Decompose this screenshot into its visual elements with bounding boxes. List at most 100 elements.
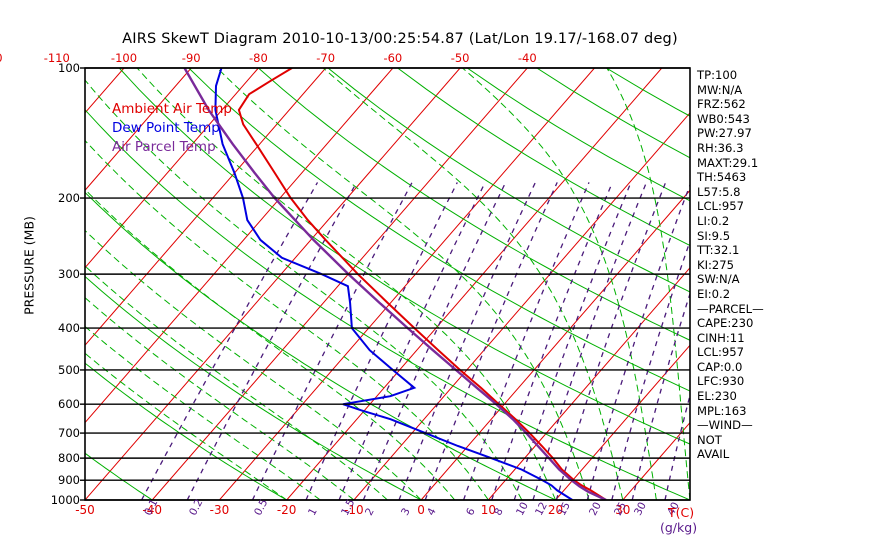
bottom-temp-tick-label: 10 [480, 503, 496, 517]
panel-line: —WIND— [697, 418, 753, 433]
chart-title: AIRS SkewT Diagram 2010-10-13/00:25:54.8… [122, 31, 678, 47]
bottom-temp-tick-label: 20 [547, 503, 564, 517]
panel-line: CINH:11 [697, 330, 745, 345]
pressure-tick-label: 300 [58, 267, 80, 282]
isotherm-line [353, 112, 690, 500]
legend-item-dew-point-temp: Dew Point Temp [112, 120, 220, 136]
moist-adiabat-line [85, 79, 523, 500]
mixing-ratio-line [462, 182, 590, 500]
top-temp-tick-label: -100 [110, 51, 138, 65]
pressure-tick-label: 700 [58, 426, 80, 441]
isotherm-line [219, 68, 595, 500]
mixing-ratio-line [555, 182, 667, 500]
moist-adiabat-line [85, 139, 489, 500]
panel-line: LCL:957 [697, 199, 745, 214]
mixing-ratio-line [186, 182, 358, 500]
panel-line: SW:N/A [697, 272, 740, 287]
dry-adiabat-line [258, 68, 690, 341]
isotherm-line [85, 68, 461, 500]
moist-adiabat-line [322, 68, 624, 500]
panel-line: TT:32.1 [697, 243, 740, 258]
isotherm-line [420, 189, 690, 500]
mixing-ratio-line [631, 291, 690, 500]
top-temp-tick-label: -80 [249, 51, 268, 65]
top-temp-tick-label: -110 [43, 51, 70, 65]
bottom-temp-tick-label: 30 [615, 503, 631, 517]
mixing-ratio-line [305, 182, 458, 500]
panel-line: MW:N/A [697, 82, 743, 97]
mixing-ratio-line [141, 182, 319, 500]
moist-adiabat-line [216, 68, 590, 500]
panel-line: WB0:543 [697, 111, 750, 126]
trace-dew-point-temp [214, 68, 573, 500]
bottom-temp-tick-label: -40 [142, 503, 163, 517]
isotherm-line [622, 421, 690, 500]
panel-line: EI:0.2 [697, 286, 731, 301]
dry-adiabat-line [85, 275, 422, 500]
isotherm-line [286, 68, 663, 500]
pressure-tick-label: 200 [58, 191, 80, 206]
mixing-ratio-line [362, 182, 507, 500]
mixing-ratio-line [251, 182, 413, 500]
panel-line: MAXT:29.1 [697, 155, 759, 170]
moist-adiabat-line [85, 265, 388, 500]
isotherm-line [85, 68, 394, 424]
bottom-temp-tick-label: -10 [344, 503, 364, 517]
isotherm-line [555, 344, 690, 500]
moist-adiabat-line [606, 68, 690, 500]
top-temp-tick-label: -90 [181, 51, 201, 65]
dry-adiabat-line [85, 191, 556, 500]
x-axis-label-mixing-ratio: (g/kg) [660, 520, 698, 535]
pressure-tick-label: 600 [58, 397, 80, 412]
x-axis-label-temperature: T(C) [668, 505, 695, 520]
moist-adiabat-line [85, 229, 422, 500]
sounding-indices-panel: TP:100 MW:N/A FRZ:562 WB0:543 PW:27.97 RH:36.… [697, 68, 817, 462]
mixing-ratio-line [338, 182, 486, 500]
panel-line: —PARCEL— [697, 301, 764, 316]
bottom-temp-tick-label: 0 [417, 503, 425, 517]
bottom-temp-tick-label: -30 [209, 503, 230, 517]
isotherm-line [151, 68, 528, 500]
top-temp-tick-label: -120 [0, 51, 15, 65]
dry-adiabat-line [85, 109, 690, 500]
legend-item-ambient-air-temp: Ambient Air Temp [112, 101, 232, 117]
moist-adiabat-line [85, 352, 287, 500]
isotherm-line [85, 68, 327, 346]
pressure-tick-label: 800 [58, 451, 80, 466]
pressure-tick-label: 400 [58, 321, 80, 336]
mixing-ratio-line [586, 183, 690, 500]
pressure-tick-label: 1000 [50, 493, 80, 507]
isotherm-line [85, 68, 192, 192]
panel-line: RH:36.3 [697, 140, 744, 155]
mixing-ratio-line [424, 182, 558, 500]
panel-line: FRZ:562 [697, 97, 746, 112]
moist-adiabat-line [85, 188, 456, 500]
pressure-tick-label: 500 [58, 362, 80, 377]
bottom-temp-tick-label: -20 [276, 503, 297, 517]
panel-line: NOT [697, 432, 722, 447]
pressure-tick-label: 100 [58, 61, 80, 75]
panel-line: LCL:957 [697, 345, 745, 360]
panel-line: LI:0.2 [697, 213, 730, 228]
panel-line: KI:275 [697, 257, 735, 272]
mixing-ratio-line [611, 239, 690, 500]
bottom-temp-tick-label: -50 [75, 503, 95, 517]
dry-adiabat-line [327, 68, 690, 293]
dry-adiabat-line [118, 68, 690, 445]
panel-line: MPL:163 [697, 403, 747, 418]
panel-line: TP:100 [697, 68, 738, 82]
dry-adiabat-line [85, 452, 153, 500]
dry-adiabat-line [188, 68, 690, 392]
legend-item-air-parcel-temp: Air Parcel Temp [112, 139, 216, 155]
panel-line: L57:5.8 [697, 184, 741, 199]
top-temp-tick-label: -60 [383, 51, 403, 65]
pressure-tick-label: 900 [58, 473, 80, 488]
dry-adiabat-line [397, 68, 690, 247]
panel-line: CAP:0.0 [697, 359, 743, 374]
panel-line: PW:27.97 [697, 126, 752, 141]
mixing-ratio-line [491, 182, 613, 500]
mixing-ratio-line [664, 392, 690, 500]
panel-line: AVAIL [697, 447, 730, 462]
